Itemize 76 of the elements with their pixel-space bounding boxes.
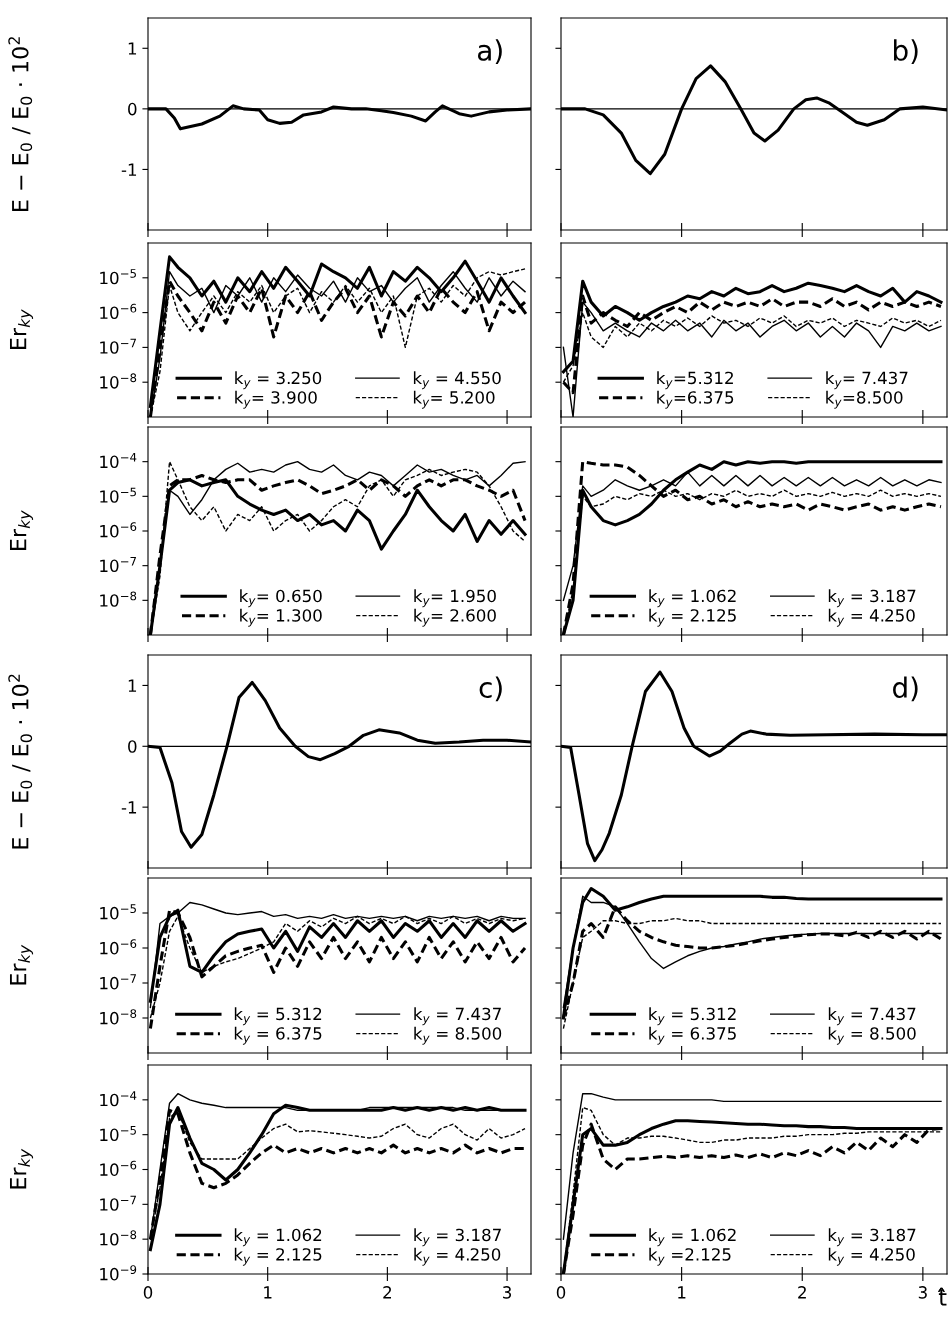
legend-label: k$_{y}$ = 3.187 xyxy=(414,1228,501,1247)
y-tick-label: 10$^{−6}$ xyxy=(100,522,137,538)
y-tick-label: 10$^{−7}$ xyxy=(100,974,136,990)
x-tick-label: 3 xyxy=(918,1286,927,1299)
annotation: a) xyxy=(478,39,502,65)
y-tick-label: 10$^{−5}$ xyxy=(100,269,136,285)
x-tick-label: 2 xyxy=(383,1286,392,1299)
legend-label: k$_{y}$ =2.125 xyxy=(649,1247,731,1266)
legend-label: k$_{y}$ = 3.250 xyxy=(235,371,322,390)
x-tick-label: 2 xyxy=(798,1286,806,1299)
legend-label: k$_{y}$ = 3.187 xyxy=(828,1228,916,1247)
x-tick-label: 0 xyxy=(143,1286,153,1299)
x-tick-label: 0 xyxy=(556,1286,566,1299)
legend-label: k$_{y}$= 7.437 xyxy=(826,371,908,390)
legend-label: k$_{y}$ = 4.250 xyxy=(828,608,915,627)
y-axis-title: Er$_{ky}$ xyxy=(9,510,34,550)
legend-label: k$_{y}$ = 8.500 xyxy=(414,1026,502,1045)
legend-label: k$_{y}$= 0.650 xyxy=(240,589,322,608)
y-axis-title: Er$_{ky}$ xyxy=(9,1148,34,1189)
y-tick-label: 10$^{−8}$ xyxy=(100,591,137,607)
y-tick-label: -1 xyxy=(121,801,137,814)
annotation: b) xyxy=(894,39,918,65)
y-tick-label: 10$^{−5}$ xyxy=(100,1126,136,1142)
legend-label: k$_{y}$ = 1.062 xyxy=(649,589,736,608)
legend-label: k$_{y}$ = 6.375 xyxy=(649,1026,736,1045)
legend-label: k$_{y}$ = 2.125 xyxy=(649,608,736,627)
y-tick-label: 10$^{−7}$ xyxy=(100,1195,136,1211)
legend-label: k$_{y}$= 3.900 xyxy=(235,390,317,409)
legend-label: k$_{y}$ = 5.312 xyxy=(649,1007,736,1026)
legend-label: k$_{y}$= 1.950 xyxy=(414,589,496,608)
y-tick-label: 10$^{−6}$ xyxy=(100,303,137,320)
y-tick-label: 10$^{−4}$ xyxy=(100,453,137,469)
y-tick-label: 0 xyxy=(128,740,137,753)
legend-label: k$_{y}$ = 8.500 xyxy=(828,1026,916,1045)
y-tick-label: 10$^{−7}$ xyxy=(100,557,136,573)
y-tick-label: -1 xyxy=(121,163,137,176)
y-axis-title: E − E$_{0}$ / E$_{0}$ · 10$^{2}$ xyxy=(8,37,33,211)
legend-label: k$_{y}$=5.312 xyxy=(657,371,733,390)
y-tick-label: 1 xyxy=(128,42,137,55)
x-axis-title: t̂̂ xyxy=(937,1287,947,1306)
legend-label: k$_{y}$= 5.200 xyxy=(413,390,495,409)
annotation: c) xyxy=(479,676,502,702)
y-tick-label: 10$^{−8}$ xyxy=(100,1230,137,1246)
x-tick-label: 3 xyxy=(503,1286,512,1299)
legend-label: k$_{y}$ = 4.550 xyxy=(413,371,501,390)
y-tick-label: 10$^{−8}$ xyxy=(100,373,137,389)
legend-label: k$_{y}$ = 7.437 xyxy=(828,1007,916,1026)
y-axis-title: Er$_{ky}$ xyxy=(9,944,34,985)
y-tick-label: 10$^{−8}$ xyxy=(100,1009,137,1025)
y-tick-label: 10$^{−7}$ xyxy=(100,338,136,354)
legend-label: k$_{y}$ = 4.250 xyxy=(414,1247,501,1266)
y-tick-label: 0 xyxy=(128,102,137,116)
legend-label: k$_{y}$ = 4.250 xyxy=(828,1247,915,1266)
x-tick-label: 1 xyxy=(264,1286,272,1299)
y-tick-label: 10$^{−5}$ xyxy=(100,487,136,503)
legend-label: k$_{y}$=8.500 xyxy=(826,390,903,409)
legend-label: k$_{y}$ = 3.187 xyxy=(828,589,916,608)
y-tick-label: 1 xyxy=(128,679,137,692)
y-tick-label: 10$^{−6}$ xyxy=(100,939,137,955)
legend-label: k$_{y}$ = 1.062 xyxy=(234,1228,322,1247)
legend-label: k$_{y}$ = 7.437 xyxy=(414,1007,501,1026)
legend-label: k$_{y}$= 1.300 xyxy=(240,608,322,627)
legend-label: k$_{y}$ = 6.375 xyxy=(234,1026,322,1045)
y-tick-label: 10$^{−4}$ xyxy=(100,1091,137,1107)
y-axis-title: Er$_{ky}$ xyxy=(9,309,34,349)
legend-label: k$_{y}$= 2.600 xyxy=(414,608,496,627)
y-tick-label: 10$^{−9}$ xyxy=(100,1265,137,1281)
x-tick-label: 1 xyxy=(678,1286,686,1299)
y-tick-label: 10$^{−6}$ xyxy=(100,1160,137,1176)
legend-label: k$_{y}$ = 2.125 xyxy=(234,1247,322,1266)
legend-label: k$_{y}$ = 5.312 xyxy=(234,1007,322,1026)
y-axis-title: E − E$_{0}$ / E$_{0}$ · 10$^{2}$ xyxy=(8,674,33,849)
legend-label: k$_{y}$=6.375 xyxy=(657,390,734,409)
annotation: d) xyxy=(893,676,918,702)
y-tick-label: 10$^{−5}$ xyxy=(100,904,136,920)
legend-label: k$_{y}$ = 1.062 xyxy=(649,1228,736,1247)
